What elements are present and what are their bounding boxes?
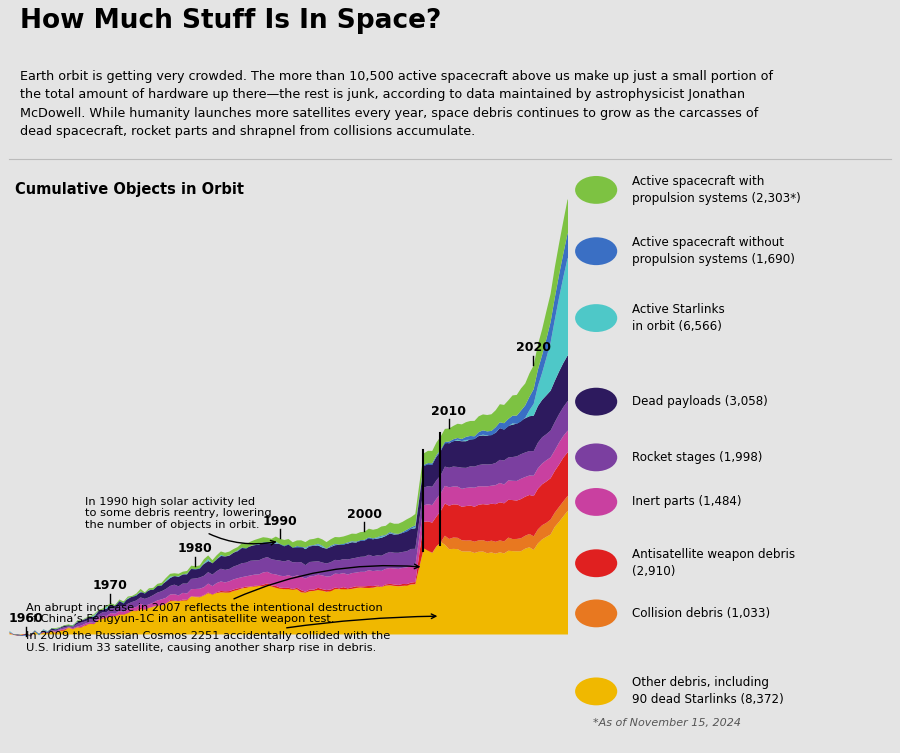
Text: In 1990 high solar activity led
to some debris reentry, lowering
the number of o: In 1990 high solar activity led to some … [86,496,275,545]
Ellipse shape [575,488,617,516]
Text: *As of November 15, 2024: *As of November 15, 2024 [593,718,741,727]
Ellipse shape [575,237,617,265]
Text: Antisatellite weapon debris
(2,910): Antisatellite weapon debris (2,910) [632,548,795,578]
Text: 2020: 2020 [516,341,551,355]
Text: How Much Stuff Is In Space?: How Much Stuff Is In Space? [20,8,441,35]
Text: Inert parts (1,484): Inert parts (1,484) [632,495,742,508]
Ellipse shape [575,550,617,577]
Text: An abrupt increase in 2007 reflects the intentional destruction
of China’s Fengy: An abrupt increase in 2007 reflects the … [26,564,419,624]
Text: Other debris, including
90 dead Starlinks (8,372): Other debris, including 90 dead Starlink… [632,676,784,706]
Text: Collision debris (1,033): Collision debris (1,033) [632,607,770,620]
Ellipse shape [575,304,617,332]
Text: In 2009 the Russian Cosmos 2251 accidentally collided with the
U.S. Iridium 33 s: In 2009 the Russian Cosmos 2251 accident… [26,614,436,653]
Text: Active spacecraft without
propulsion systems (1,690): Active spacecraft without propulsion sys… [632,236,795,267]
Text: 1960: 1960 [8,612,43,625]
Text: Dead payloads (3,058): Dead payloads (3,058) [632,395,768,408]
Text: 2000: 2000 [346,508,382,521]
Text: Active spacecraft with
propulsion systems (2,303*): Active spacecraft with propulsion system… [632,175,801,205]
Text: 1980: 1980 [177,542,212,556]
Text: Active Starlinks
in orbit (6,566): Active Starlinks in orbit (6,566) [632,303,724,333]
Text: 1990: 1990 [262,515,297,528]
Ellipse shape [575,678,617,706]
Ellipse shape [575,599,617,627]
Text: Earth orbit is getting very crowded. The more than 10,500 active spacecraft abov: Earth orbit is getting very crowded. The… [20,69,773,138]
Text: Cumulative Objects in Orbit: Cumulative Objects in Orbit [14,181,244,197]
Text: 1970: 1970 [93,579,128,593]
Ellipse shape [575,444,617,471]
Text: 2010: 2010 [431,404,466,418]
Ellipse shape [575,176,617,204]
Text: Rocket stages (1,998): Rocket stages (1,998) [632,451,762,464]
Ellipse shape [575,388,617,416]
